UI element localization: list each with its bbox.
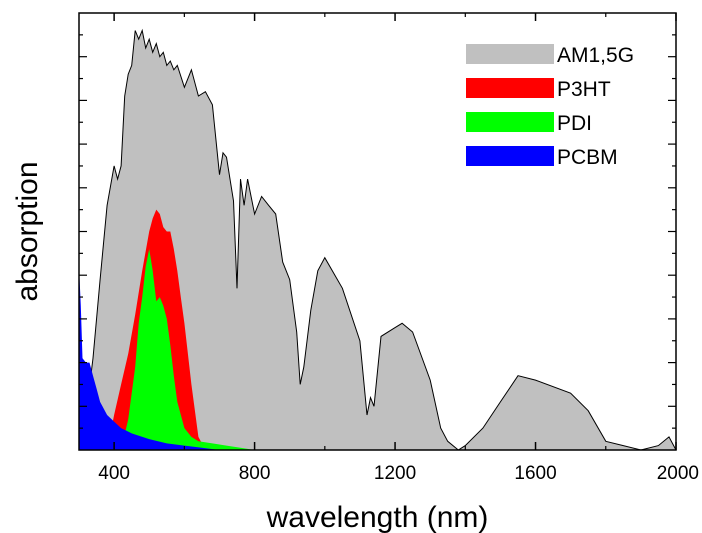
series-areas bbox=[78, 28, 677, 451]
legend-label-pdi: PDI bbox=[557, 112, 592, 135]
line-am1-5g bbox=[78, 28, 677, 451]
legend-swatch-am1-5g bbox=[466, 44, 554, 64]
x-tick-label: 800 bbox=[239, 463, 271, 484]
x-tick-label: 2000 bbox=[657, 463, 699, 484]
area-am1-5g bbox=[79, 30, 676, 450]
area-pdi bbox=[121, 249, 255, 450]
legend-swatch-pdi bbox=[466, 112, 554, 132]
legend-swatch-p3ht bbox=[466, 78, 554, 98]
legend-label-am1-5g: AM1,5G bbox=[557, 44, 634, 67]
axis-ticks bbox=[79, 13, 677, 450]
x-tick-label: 1200 bbox=[374, 463, 416, 484]
x-tick-label: 400 bbox=[98, 463, 130, 484]
x-tick-label: 1600 bbox=[514, 463, 556, 484]
legend-label-p3ht: P3HT bbox=[557, 78, 611, 101]
legend-swatch-pcbm bbox=[466, 146, 554, 166]
area-pcbm bbox=[79, 266, 220, 450]
x-tick-labels: 400 800 1200 1600 2000 bbox=[98, 463, 699, 484]
y-axis-title: absorption bbox=[11, 161, 44, 301]
x-axis-title: wavelength (nm) bbox=[266, 501, 489, 533]
legend: AM1,5G P3HT PDI PCBM bbox=[466, 44, 634, 169]
legend-label-pcbm: PCBM bbox=[557, 146, 618, 169]
